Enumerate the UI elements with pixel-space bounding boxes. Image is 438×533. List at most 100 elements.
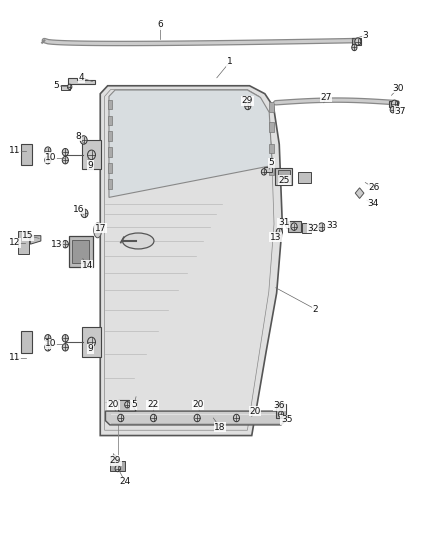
Circle shape <box>111 455 117 463</box>
Text: 2: 2 <box>312 304 318 313</box>
Circle shape <box>115 465 120 472</box>
Bar <box>108 100 112 109</box>
Text: 35: 35 <box>281 415 293 424</box>
Bar <box>352 38 361 45</box>
Bar <box>269 102 274 112</box>
Text: 6: 6 <box>157 20 163 29</box>
Bar <box>21 332 32 353</box>
Text: 16: 16 <box>73 205 84 214</box>
Circle shape <box>352 44 357 51</box>
Text: 9: 9 <box>87 161 93 170</box>
Circle shape <box>355 38 361 45</box>
Text: 14: 14 <box>81 261 93 270</box>
Circle shape <box>67 84 72 90</box>
Text: 12: 12 <box>9 238 21 247</box>
Bar <box>108 179 112 189</box>
Text: 18: 18 <box>214 423 226 432</box>
Text: 36: 36 <box>273 401 285 410</box>
Circle shape <box>291 223 297 230</box>
Circle shape <box>62 240 68 248</box>
Bar <box>269 123 274 132</box>
Text: 5: 5 <box>54 81 60 90</box>
Text: 5: 5 <box>131 400 137 409</box>
Bar <box>21 144 32 165</box>
Circle shape <box>62 157 68 164</box>
Ellipse shape <box>94 223 102 238</box>
Bar <box>276 405 286 418</box>
Text: 17: 17 <box>95 224 106 233</box>
Bar <box>108 132 112 141</box>
Circle shape <box>80 136 87 144</box>
Text: 33: 33 <box>326 221 337 230</box>
Bar <box>110 461 125 471</box>
Text: 22: 22 <box>147 400 158 409</box>
Text: 11: 11 <box>9 353 21 362</box>
Bar <box>18 231 29 254</box>
Circle shape <box>88 337 95 347</box>
Text: 30: 30 <box>392 84 404 93</box>
Polygon shape <box>100 86 283 435</box>
Bar <box>108 116 112 125</box>
Bar <box>108 164 112 173</box>
Circle shape <box>279 411 284 417</box>
Text: 3: 3 <box>362 31 368 40</box>
Bar <box>72 240 89 263</box>
Text: 32: 32 <box>307 224 318 233</box>
Circle shape <box>233 414 240 422</box>
Bar <box>269 165 274 174</box>
Text: 20: 20 <box>192 400 204 409</box>
Bar <box>288 221 300 232</box>
Text: 20: 20 <box>249 407 261 416</box>
Bar <box>302 223 311 233</box>
Circle shape <box>118 414 124 422</box>
Circle shape <box>318 223 325 231</box>
Circle shape <box>392 100 398 108</box>
Circle shape <box>62 335 68 342</box>
Bar <box>389 101 398 107</box>
Text: 5: 5 <box>268 158 274 167</box>
Circle shape <box>45 344 51 351</box>
Circle shape <box>150 414 156 422</box>
Bar <box>278 170 290 182</box>
Circle shape <box>125 401 130 408</box>
Circle shape <box>390 107 396 113</box>
Text: 37: 37 <box>395 107 406 116</box>
Text: 4: 4 <box>79 73 84 82</box>
Text: 11: 11 <box>9 146 21 155</box>
Circle shape <box>88 150 95 160</box>
Text: 31: 31 <box>278 219 290 228</box>
Polygon shape <box>109 90 272 197</box>
Text: 26: 26 <box>368 183 380 192</box>
Circle shape <box>45 147 51 155</box>
Circle shape <box>261 168 267 175</box>
Text: 13: 13 <box>270 233 282 242</box>
Text: 8: 8 <box>75 132 81 141</box>
Bar <box>108 148 112 157</box>
Text: 10: 10 <box>45 339 57 348</box>
Text: 29: 29 <box>242 96 253 105</box>
Circle shape <box>45 335 51 342</box>
Text: 34: 34 <box>367 199 378 208</box>
Text: 9: 9 <box>87 344 93 353</box>
Circle shape <box>45 157 51 164</box>
Ellipse shape <box>123 233 154 249</box>
Text: 10: 10 <box>45 153 57 162</box>
Circle shape <box>194 414 200 422</box>
Circle shape <box>62 149 68 156</box>
Text: 1: 1 <box>227 58 233 66</box>
Bar <box>60 85 70 90</box>
Text: 27: 27 <box>320 93 332 102</box>
Bar <box>275 167 292 184</box>
Text: 13: 13 <box>51 240 62 249</box>
Text: 15: 15 <box>22 231 34 240</box>
Polygon shape <box>30 236 41 244</box>
Bar <box>69 236 92 267</box>
Circle shape <box>62 344 68 351</box>
Bar <box>82 327 101 357</box>
Text: 25: 25 <box>279 176 290 185</box>
Polygon shape <box>68 78 95 84</box>
Text: 24: 24 <box>120 478 131 486</box>
Bar <box>82 140 101 169</box>
Bar <box>297 172 311 182</box>
Text: 29: 29 <box>110 456 121 465</box>
